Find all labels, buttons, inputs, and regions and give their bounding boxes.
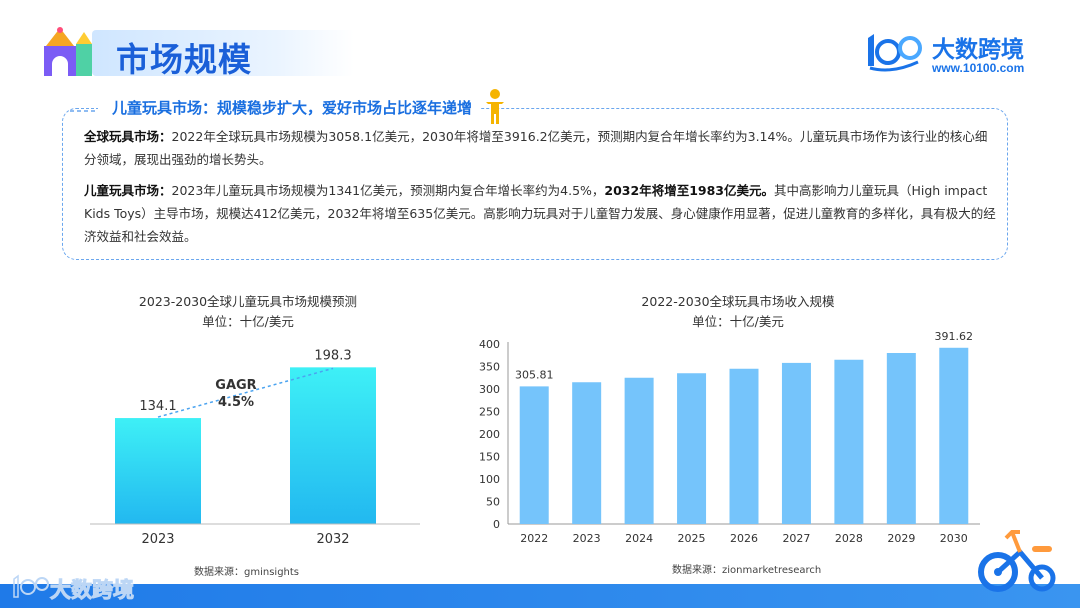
chart2-bar bbox=[572, 382, 602, 524]
chart2-bar bbox=[886, 353, 916, 524]
chart2-bar bbox=[939, 347, 969, 524]
summary-card bbox=[62, 108, 1008, 260]
summary-heading: 儿童玩具市场：规模稳步扩大，爱好市场占比逐年递增 bbox=[98, 97, 481, 118]
footer-brand-mark-icon bbox=[13, 574, 49, 598]
global-toy-paragraph: 全球玩具市场：2022年全球玩具市场规模为3058.1亿美元，2030年将增至3… bbox=[84, 125, 998, 171]
chart2-x-tick: 2023 bbox=[573, 532, 601, 545]
kids-toy-label: 儿童玩具市场： bbox=[84, 183, 172, 198]
chart1-value-label: 198.3 bbox=[314, 348, 351, 363]
chart1-subtitle: 单位：十亿/美元 bbox=[202, 314, 294, 329]
chart2-source: 数据来源：zionmarketresearch bbox=[672, 565, 822, 576]
title-band bbox=[92, 30, 354, 76]
chart1-bar bbox=[290, 367, 376, 524]
chart2-bar bbox=[624, 377, 654, 524]
child-figure-icon bbox=[486, 89, 504, 124]
tricycle-icon bbox=[978, 530, 1056, 592]
global-toy-text: 2022年全球玩具市场规模为3058.1亿美元，2030年将增至3916.2亿美… bbox=[84, 129, 988, 167]
chart2-y-tick: 100 bbox=[479, 473, 500, 486]
chart1-bar bbox=[115, 418, 201, 524]
chart2-y-tick: 150 bbox=[479, 451, 500, 464]
chart2-x-tick: 2028 bbox=[835, 532, 863, 545]
chart1-x-tick: 2032 bbox=[316, 532, 349, 547]
chart1-title: 2023-2030全球儿童玩具市场规模预测 bbox=[138, 294, 358, 309]
chart1-trend-line bbox=[157, 367, 334, 418]
footer-bar bbox=[0, 584, 1080, 608]
chart2-y-tick: 400 bbox=[479, 338, 500, 351]
chart2-y-tick: 0 bbox=[493, 518, 500, 531]
chart2-bar bbox=[729, 368, 759, 524]
chart2-x-tick: 2029 bbox=[887, 532, 915, 545]
chart2-y-tick: 50 bbox=[486, 496, 500, 509]
brand-url[interactable]: www.10100.com bbox=[932, 61, 1025, 75]
brand-logo[interactable]: 大数跨境 www.10100.com bbox=[862, 28, 1052, 78]
chart2-x-tick: 2025 bbox=[678, 532, 706, 545]
kids-toy-highlight: 2032年将增至1983亿美元。 bbox=[604, 183, 774, 198]
kids-toy-paragraph: 儿童玩具市场：2023年儿童玩具市场规模为1341亿美元，预测期内复合年增长率约… bbox=[84, 179, 998, 248]
chart1-x-tick: 2023 bbox=[141, 532, 174, 547]
kids-toy-text-a: 2023年儿童玩具市场规模为1341亿美元，预测期内复合年增长率约为4.5%， bbox=[171, 183, 605, 198]
chart2-y-tick: 350 bbox=[479, 361, 500, 374]
chart2-x-tick: 2026 bbox=[730, 532, 758, 545]
chart2-value-label: 391.62 bbox=[935, 330, 974, 343]
brand-name: 大数跨境 bbox=[932, 37, 1024, 63]
chart2-y-tick: 250 bbox=[479, 406, 500, 419]
footer-brand-name: 大数跨境 bbox=[50, 578, 135, 603]
chart2-subtitle: 单位：十亿/美元 bbox=[692, 314, 784, 329]
chart1-svg: 134.1 2023 198.3 2032 GAGR 4.5% bbox=[90, 348, 420, 547]
chart2-svg: 0 50 100 150 200 250 300 350 400 2022 305.81 2023 20… bbox=[479, 330, 980, 545]
chart1-annotation-label: GAGR bbox=[215, 378, 256, 393]
page-title: 市场规模 bbox=[116, 40, 252, 79]
chart2-value-label: 305.81 bbox=[515, 368, 554, 381]
chart2-x-tick: 2024 bbox=[625, 532, 653, 545]
brand-mark-icon bbox=[868, 34, 922, 72]
global-toy-label: 全球玩具市场： bbox=[84, 129, 172, 144]
chart2-y-tick: 200 bbox=[479, 428, 500, 441]
toy-blocks-icon bbox=[44, 27, 92, 76]
chart2-bar bbox=[677, 373, 707, 524]
chart2-x-tick: 2027 bbox=[782, 532, 810, 545]
chart2-bar bbox=[519, 386, 549, 524]
chart1-source: 数据来源：gminsights bbox=[194, 567, 300, 578]
chart2-title: 2022-2030全球玩具市场收入规模 bbox=[641, 294, 835, 309]
heading-line bbox=[70, 110, 100, 112]
chart2-x-tick: 2030 bbox=[940, 532, 968, 545]
chart1-annotation-value: 4.5% bbox=[218, 395, 254, 410]
chart2-x-tick: 2022 bbox=[520, 532, 548, 545]
kids-toy-text-b: 其中高影响力儿童玩具（High impact Kids Toys）主导市场，规模… bbox=[84, 183, 996, 244]
chart1-value-label: 134.1 bbox=[139, 399, 176, 414]
chart2-bar bbox=[781, 362, 811, 524]
chart2-bar bbox=[834, 359, 864, 524]
chart2-y-tick: 300 bbox=[479, 383, 500, 396]
